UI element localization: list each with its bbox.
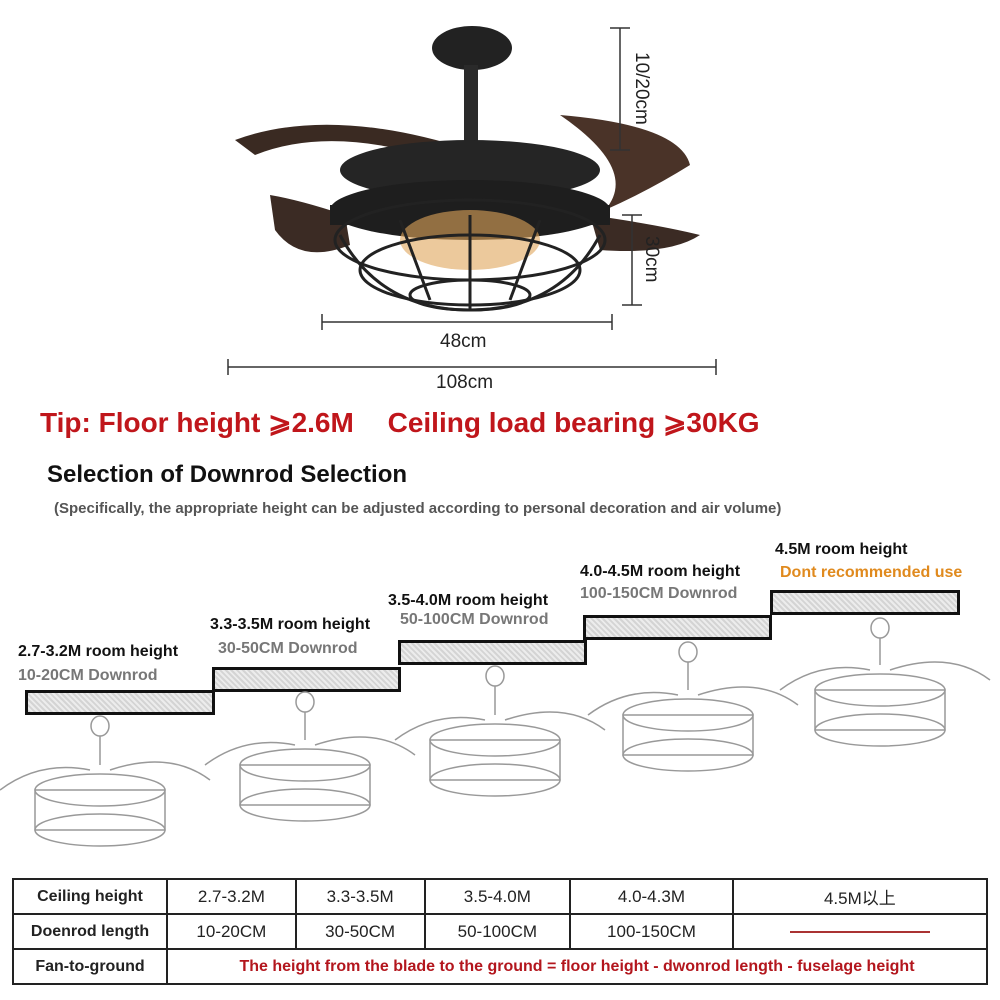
blade-span-dimension: 108cm: [436, 372, 494, 393]
table-cell: 3.3-3.5M: [294, 878, 426, 915]
step-5-warning: Dont recommended use: [780, 564, 963, 581]
load-bearing-tip: Ceiling load bearing ⩾30KG: [387, 407, 760, 438]
table-cell: 100-150CM: [569, 913, 734, 950]
section-subtitle: (Specifically, the appropriate height ca…: [54, 500, 782, 517]
step-4-room: 4.0-4.5M room height: [580, 563, 741, 580]
table-cell: 30-50CM: [294, 913, 426, 950]
ceiling-step-3: [398, 640, 587, 665]
table-cell: 10-20CM: [166, 913, 297, 950]
fan-outline-1: [0, 715, 211, 847]
cage-width-dimension: 48cm: [440, 331, 487, 352]
step-2-downrod: 30-50CM Downrod: [218, 640, 358, 657]
height-dimension: 30cm: [641, 236, 662, 283]
not-applicable-dash: [789, 931, 930, 934]
ceiling-fan-photo: [227, 26, 717, 375]
step-1-downrod: 10-20CM Downrod: [18, 667, 158, 684]
table-cell: 4.0-4.3M: [569, 878, 734, 915]
ceiling-step-1: [25, 690, 215, 715]
ceiling-step-5: [770, 590, 960, 615]
table-row: Ceiling height 2.7-3.2M 3.3-3.5M 3.5-4.0…: [12, 878, 989, 915]
table-row: Fan-to-ground The height from the blade …: [12, 948, 988, 985]
fan-illustrations: [0, 617, 991, 847]
step-1-room: 2.7-3.2M room height: [18, 643, 179, 660]
formula-note: The height from the blade to the ground …: [166, 948, 988, 985]
row-label: Fan-to-ground: [12, 948, 168, 985]
step-4-downrod: 100-150CM Downrod: [580, 585, 738, 602]
table-row: Doenrod length 10-20CM 30-50CM 50-100CM …: [12, 913, 989, 950]
row-label: Ceiling height: [12, 878, 168, 915]
table-cell: 2.7-3.2M: [166, 878, 297, 915]
table-cell: 50-100CM: [423, 913, 572, 950]
step-3-room: 3.5-4.0M room height: [388, 592, 549, 609]
ceiling-step-4: [583, 615, 772, 640]
row-label: Doenrod length: [12, 913, 168, 950]
fan-outline-2: [204, 691, 416, 822]
downrod-dimension: 10/20cm: [631, 52, 652, 125]
ceiling-step-2: [212, 667, 401, 692]
step-5-room: 4.5M room height: [775, 541, 908, 558]
downrod-table: Ceiling height 2.7-3.2M 3.3-3.5M 3.5-4.0…: [12, 878, 989, 985]
table-cell-empty: [731, 913, 989, 950]
fan-outline-4: [587, 641, 799, 772]
step-3-downrod: 50-100CM Downrod: [400, 611, 549, 628]
table-cell: 3.5-4.0M: [423, 878, 572, 915]
floor-height-tip: Tip: Floor height ⩾2.6M: [40, 407, 354, 438]
installation-tip: Tip: Floor height ⩾2.6M Ceiling load bea…: [40, 406, 786, 439]
table-cell: 4.5M以上: [731, 878, 989, 915]
fan-outline-5: [779, 617, 991, 747]
section-title: Selection of Downrod Selection: [47, 461, 408, 488]
step-2-room: 3.3-3.5M room height: [210, 616, 371, 633]
fan-outline-3: [394, 665, 606, 797]
